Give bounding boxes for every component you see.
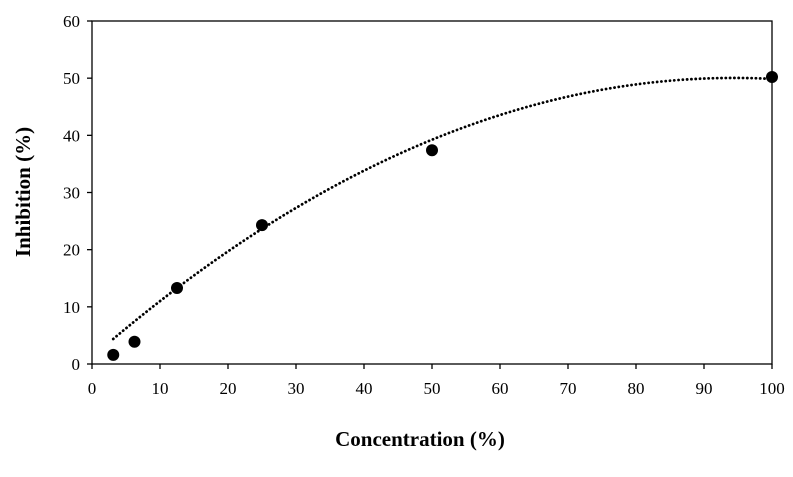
x-tick-label: 90: [696, 379, 713, 398]
data-point: [107, 348, 120, 361]
x-axis-title: Concentration (%): [335, 427, 505, 451]
x-tick-label: 40: [356, 379, 373, 398]
x-tick-label: 10: [152, 379, 169, 398]
x-tick-label: 60: [492, 379, 509, 398]
x-tick-label: 80: [628, 379, 645, 398]
x-tick-label: 100: [759, 379, 785, 398]
x-tick-label: 20: [220, 379, 237, 398]
x-tick-label: 0: [88, 379, 97, 398]
plot-area-frame: [91, 20, 773, 365]
trendline: [111, 76, 774, 341]
x-tick-label: 50: [424, 379, 441, 398]
data-point: [256, 219, 268, 232]
data-point: [128, 335, 141, 348]
y-tick-label: 40: [63, 126, 80, 145]
y-tick-label: 30: [63, 184, 80, 203]
y-tick-label: 50: [63, 69, 80, 88]
y-tick-label: 10: [63, 298, 80, 317]
data-point: [426, 144, 438, 157]
y-axis-title: Inhibition (%): [11, 127, 35, 257]
y-tick-label: 60: [63, 12, 80, 31]
data-point: [766, 71, 778, 84]
x-axis-ticks: 0 10 20 30 40 50 60 70 80 90 100: [88, 364, 785, 398]
y-axis-ticks: 0 10 20 30 40 50 60: [63, 12, 92, 374]
y-tick-label: 0: [72, 355, 81, 374]
x-tick-label: 70: [560, 379, 577, 398]
data-point: [171, 281, 183, 294]
y-tick-label: 20: [63, 241, 80, 260]
x-tick-label: 30: [288, 379, 305, 398]
data-points: [107, 71, 778, 361]
